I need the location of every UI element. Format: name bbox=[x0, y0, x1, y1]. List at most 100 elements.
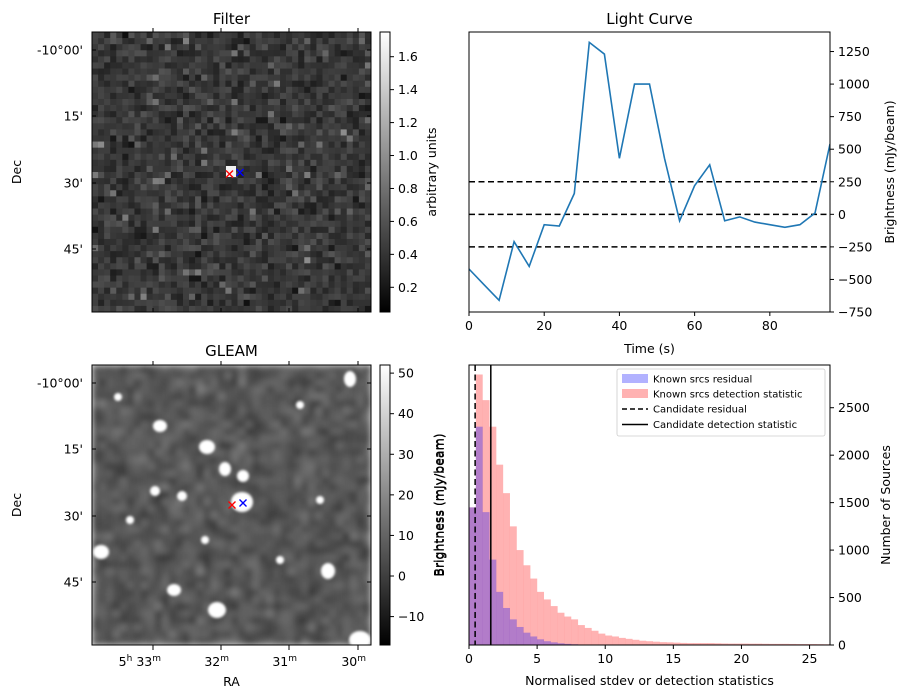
gleam-pixel bbox=[364, 442, 371, 450]
gleam-pixel bbox=[238, 596, 246, 604]
filter-pixel bbox=[116, 178, 123, 185]
filter-pixel bbox=[261, 257, 269, 264]
hist-bar-residual bbox=[530, 636, 538, 645]
filter-pixel bbox=[128, 56, 135, 63]
filter-pixel bbox=[98, 111, 105, 118]
gleam-pixel bbox=[154, 547, 163, 555]
filter-pixel bbox=[213, 245, 220, 252]
filter-pixel bbox=[110, 141, 117, 149]
gleam-pixel bbox=[182, 540, 191, 548]
filter-pixel bbox=[158, 202, 166, 209]
filter-pixel bbox=[352, 98, 360, 106]
gleam-pixel bbox=[231, 638, 239, 645]
gleam-pixel bbox=[273, 540, 281, 548]
legend-label-cand-residual: Candidate residual bbox=[653, 405, 747, 416]
filter-pixel bbox=[255, 208, 263, 215]
filter-pixel bbox=[158, 305, 166, 313]
filter-pixel bbox=[195, 299, 202, 307]
filter-pixel bbox=[110, 74, 117, 82]
filter-pixel bbox=[286, 50, 293, 57]
filter-pixel bbox=[231, 80, 238, 88]
filter-pixel bbox=[280, 232, 287, 240]
filter-pixel bbox=[231, 159, 238, 167]
filter-pixel bbox=[346, 56, 354, 63]
filter-pixel bbox=[134, 80, 141, 88]
filter-pixel bbox=[170, 141, 178, 149]
filter-pixel bbox=[255, 172, 263, 179]
gleam-pixel bbox=[175, 638, 184, 645]
filter-pixel bbox=[286, 86, 293, 94]
filter-pixel bbox=[352, 105, 360, 112]
gleam-pixel bbox=[273, 582, 281, 590]
filter-pixel bbox=[182, 226, 190, 234]
gleam-pixel bbox=[119, 498, 128, 506]
filter-pixel bbox=[146, 147, 154, 155]
filter-pixel bbox=[116, 141, 123, 149]
filter-pixel bbox=[255, 190, 263, 197]
gleam-pixel bbox=[301, 589, 309, 597]
gleam-pixel bbox=[154, 533, 163, 541]
filter-pixel bbox=[92, 56, 99, 63]
gleam-pixel bbox=[322, 386, 330, 394]
gleam-pixel bbox=[301, 400, 309, 408]
filter-pixel bbox=[213, 105, 220, 112]
filter-pixel bbox=[310, 117, 317, 124]
filter-pixel bbox=[158, 299, 166, 307]
gleam-pixel bbox=[329, 491, 337, 499]
filter-pixel bbox=[98, 50, 105, 57]
gleam-pixel bbox=[308, 400, 316, 408]
filter-pixel bbox=[273, 80, 281, 88]
gleam-pixel bbox=[245, 386, 253, 394]
filter-pixel bbox=[134, 135, 141, 142]
gleam-pixel bbox=[308, 414, 316, 422]
filter-pixel bbox=[249, 208, 257, 215]
filter-pixel bbox=[273, 50, 281, 57]
filter-pixel bbox=[267, 190, 275, 197]
gleam-pixel bbox=[280, 491, 288, 499]
filter-pixel bbox=[267, 281, 275, 289]
filter-pixel bbox=[304, 80, 311, 88]
filter-pixel bbox=[267, 56, 275, 63]
filter-pixel bbox=[310, 92, 317, 100]
filter-pixel bbox=[98, 299, 105, 307]
filter-pixel bbox=[322, 129, 329, 136]
gleam-pixel bbox=[224, 596, 232, 604]
filter-pixel bbox=[364, 269, 372, 276]
gleam-pixel bbox=[175, 596, 184, 604]
filter-pixel bbox=[261, 38, 269, 45]
gleam-pixel bbox=[119, 379, 128, 387]
filter-pixel bbox=[201, 214, 208, 222]
gleam-pixel bbox=[189, 393, 198, 401]
filter-pixel bbox=[134, 196, 141, 203]
gleam-pixel bbox=[161, 596, 170, 604]
filter-pixel bbox=[243, 184, 251, 191]
filter-pixel bbox=[116, 245, 123, 252]
filter-pixel bbox=[346, 275, 354, 282]
filter-pixel bbox=[164, 44, 172, 51]
gleam-pixel bbox=[322, 540, 330, 548]
gleam-pixel bbox=[98, 596, 107, 604]
filter-pixel bbox=[116, 98, 123, 106]
gleam-pixel bbox=[147, 372, 156, 380]
filter-pixel bbox=[237, 293, 244, 301]
filter-pixel bbox=[310, 141, 317, 149]
filter-pixel bbox=[164, 111, 172, 118]
gleam-pixel bbox=[147, 379, 156, 387]
gleam-pixel bbox=[266, 561, 274, 569]
gleam-pixel bbox=[350, 428, 358, 436]
filter-pixel bbox=[122, 111, 129, 118]
filter-pixel bbox=[128, 251, 135, 258]
filter-pixel bbox=[195, 62, 202, 69]
gleam-pixel bbox=[147, 463, 156, 471]
gleam-pixel bbox=[112, 554, 121, 562]
gleam-pixel bbox=[308, 526, 316, 534]
gleam-pixel bbox=[301, 491, 309, 499]
hist-bar-detection bbox=[734, 643, 742, 645]
gleam-pixel bbox=[224, 498, 232, 506]
filter-pixel bbox=[261, 62, 269, 69]
filter-pixel bbox=[298, 263, 305, 270]
filter-pixel bbox=[310, 263, 317, 270]
filter-pixel bbox=[237, 220, 244, 228]
filter-pixel bbox=[328, 281, 335, 289]
filter-pixel bbox=[158, 105, 166, 112]
